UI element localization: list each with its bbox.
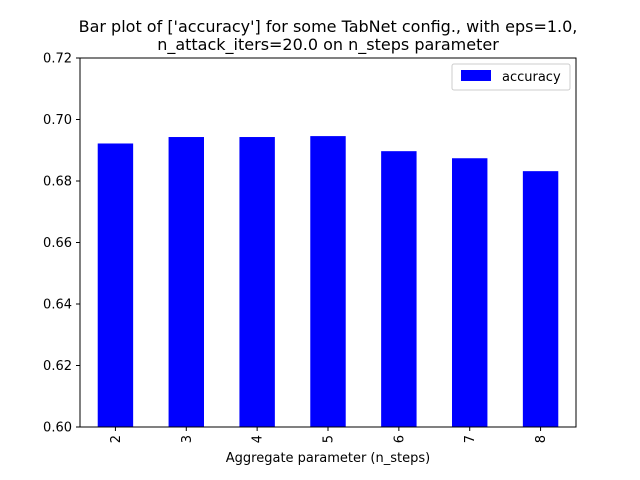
bar-3 <box>168 137 204 427</box>
bar-6 <box>381 151 417 428</box>
bar-7 <box>452 158 488 427</box>
legend-label: accuracy <box>502 70 561 85</box>
chart-title-line-1: Bar plot of ['accuracy'] for some TabNet… <box>79 17 578 36</box>
x-axis: 2 3 4 5 6 7 8 <box>109 427 549 443</box>
x-tick-label: 5 <box>322 435 337 443</box>
y-tick-label: 0.68 <box>43 175 72 190</box>
bar-4 <box>239 137 275 427</box>
bars-group <box>97 136 559 428</box>
x-tick-label: 2 <box>109 435 124 443</box>
legend: accuracy <box>451 63 571 91</box>
y-tick-label: 0.60 <box>43 421 72 436</box>
bar-2 <box>97 143 134 428</box>
x-axis-label: Aggregate parameter (n_steps) <box>226 451 430 466</box>
y-tick-label: 0.66 <box>43 236 72 251</box>
legend-swatch <box>461 70 491 81</box>
x-tick-label: 6 <box>392 435 407 443</box>
bar-5 <box>310 136 346 428</box>
y-tick-label: 0.72 <box>43 52 72 67</box>
x-tick-label: 7 <box>463 435 478 443</box>
bar-8 <box>522 171 559 427</box>
y-tick-label: 0.70 <box>43 113 72 128</box>
y-axis: 0.60 0.62 0.64 0.66 0.68 0.70 0.72 <box>43 52 80 436</box>
y-tick-label: 0.64 <box>43 298 72 313</box>
y-tick-label: 0.62 <box>43 359 72 374</box>
chart-title-line-2: n_attack_iters=20.0 on n_steps parameter <box>157 35 499 55</box>
x-tick-label: 8 <box>534 435 549 443</box>
x-tick-label: 4 <box>251 435 266 443</box>
x-tick-label: 3 <box>180 435 195 443</box>
